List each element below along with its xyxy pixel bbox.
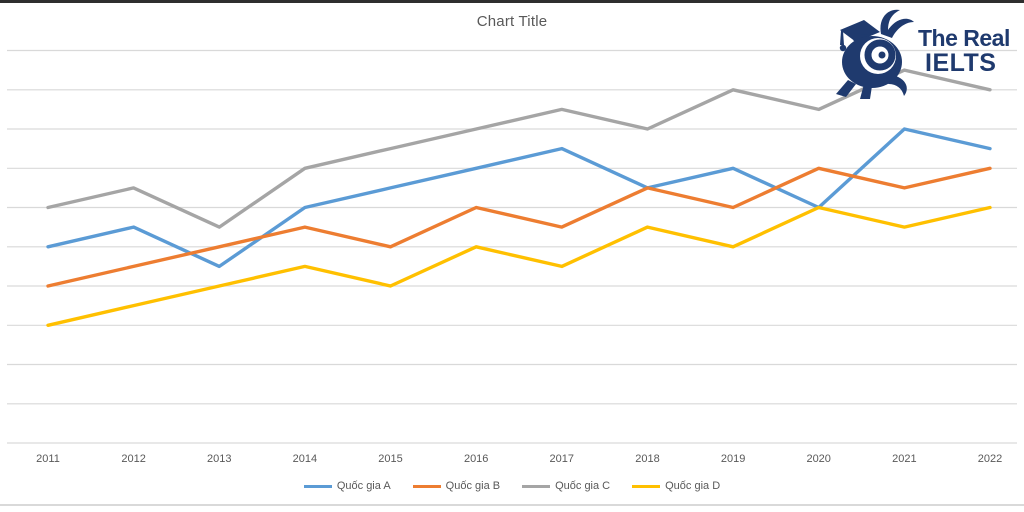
series-line-a [46, 127, 992, 269]
legend-swatch-a [303, 484, 332, 488]
legend-item-d: Quốc gia D [632, 480, 720, 492]
x-axis-label-2018: 2018 [635, 453, 660, 465]
legend-label-b: Quốc gia B [445, 480, 501, 492]
legend-label-a: Quốc gia A [336, 480, 391, 492]
bottom-border [0, 504, 1024, 506]
series-line-c [46, 68, 992, 229]
legend-item-c: Quốc gia C [522, 480, 610, 492]
legend-item-a: Quốc gia A [303, 480, 391, 492]
x-axis-label-2019: 2019 [720, 453, 746, 465]
legend-swatch-d [632, 484, 661, 488]
series-line-d [46, 205, 992, 327]
chart-title: Chart Title [476, 13, 548, 30]
top-border [0, 0, 1024, 3]
ielts-logo: The Real IELTS [826, 4, 1018, 100]
ielts-mascot-icon [836, 9, 914, 99]
x-axis-label-2013: 2013 [207, 453, 232, 465]
legend: Quốc gia A Quốc gia B Quốc gia C Quốc gia D [0, 480, 1024, 492]
legend-item-b: Quốc gia B [412, 480, 501, 492]
ielts-logo-text: The Real IELTS [918, 25, 1010, 78]
x-axis-label-2014: 2014 [292, 453, 318, 465]
legend-label-c: Quốc gia C [555, 480, 611, 492]
legend-label-d: Quốc gia D [665, 480, 721, 492]
ielts-logo-line1: The Real [918, 25, 1010, 51]
x-axis-label-2021: 2021 [892, 453, 917, 465]
legend-swatch-c [522, 484, 551, 488]
x-axis-label-2015: 2015 [378, 453, 403, 465]
x-axis-label-2012: 2012 [121, 453, 146, 465]
x-axis-label-2022: 2022 [977, 453, 1003, 465]
x-axis-label-2011: 2011 [36, 453, 60, 465]
x-axis-label-2020: 2020 [806, 453, 831, 465]
x-axis-label-2016: 2016 [463, 453, 489, 465]
legend-swatch-b [412, 484, 441, 488]
ielts-logo-line2: IELTS [925, 49, 997, 78]
series-line-b [46, 166, 992, 288]
x-axis-label-2017: 2017 [549, 453, 575, 465]
